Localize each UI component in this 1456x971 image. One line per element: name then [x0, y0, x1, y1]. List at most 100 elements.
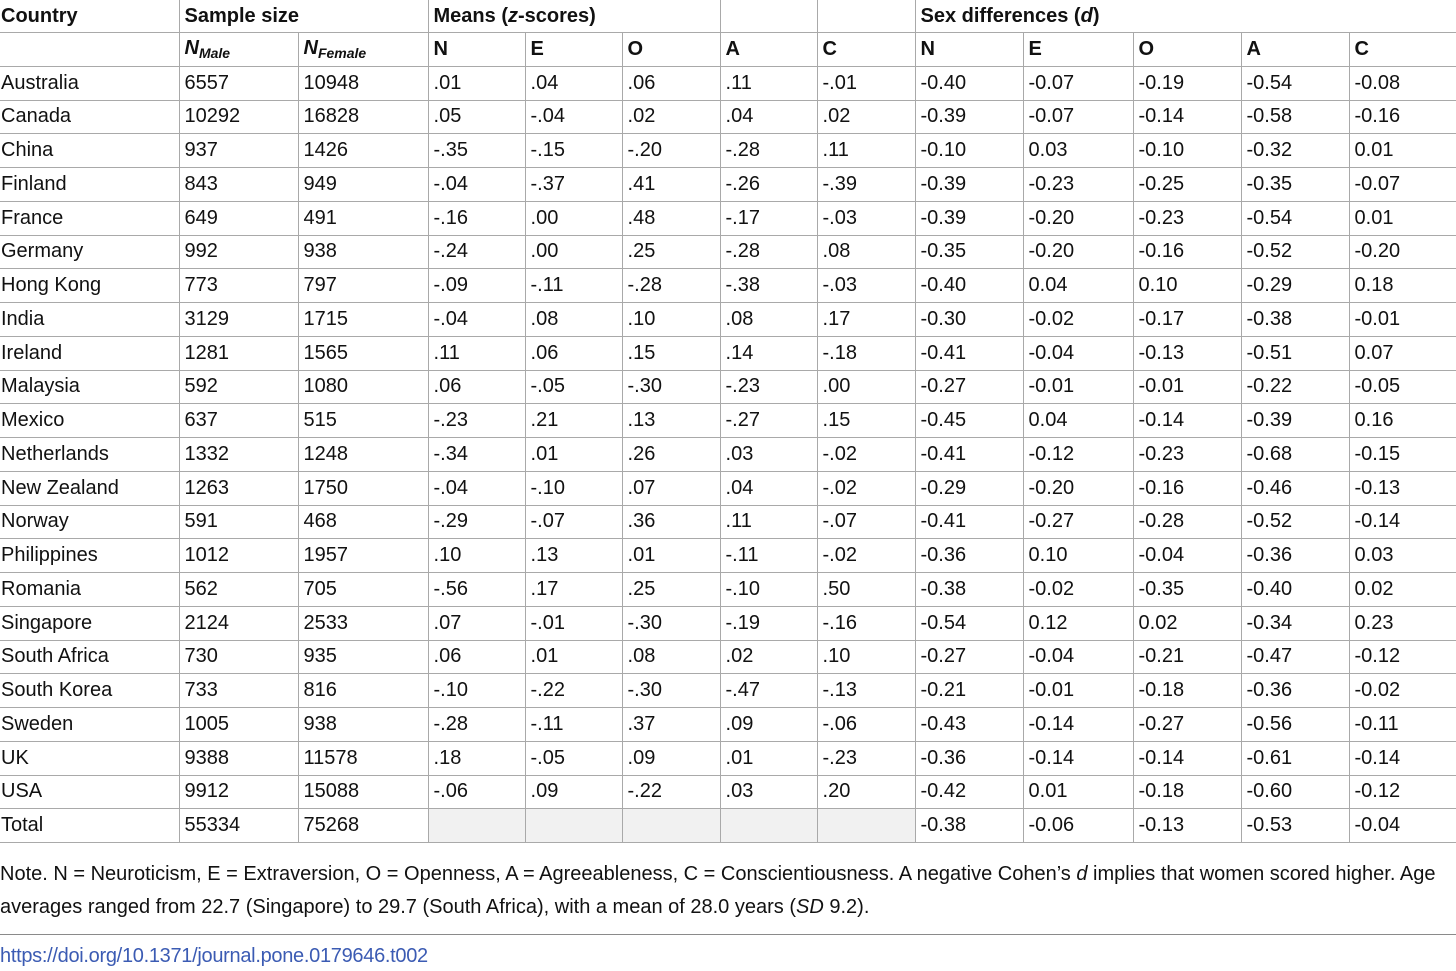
cell-n-male: 1332 [178, 437, 298, 472]
cell-mean: -.34 [427, 437, 526, 472]
cell-sex-diff: -0.20 [1022, 235, 1134, 270]
cell-mean: -.09 [427, 268, 526, 303]
cell-country: India [0, 302, 179, 337]
cell-sex-diff: -0.40 [1240, 572, 1350, 607]
cell-sex-diff: -0.47 [1240, 640, 1350, 675]
header-row-groups: Country Sample size Means (z-scores) Sex… [0, 0, 1456, 33]
cell-sex-diff: -0.46 [1240, 471, 1350, 506]
cell-mean: .07 [621, 471, 721, 506]
cell-n-male: 9912 [178, 775, 298, 810]
cell-n-male: 591 [178, 505, 298, 540]
cell-sex-diff: -0.29 [1240, 268, 1350, 303]
cell-sex-diff: 0.10 [1132, 268, 1242, 303]
cell-mean: -.16 [816, 606, 916, 641]
cell-mean: .09 [524, 775, 623, 810]
cell-mean: .06 [524, 336, 623, 371]
cell-mean: .01 [524, 437, 623, 472]
cell-sex-diff: -0.21 [1132, 640, 1242, 675]
cell-sex-diff: 0.12 [1022, 606, 1134, 641]
cell-country: Philippines [0, 538, 179, 573]
cell-n-female: 468 [297, 505, 429, 540]
header-mean-a: A [719, 32, 818, 67]
cell-sex-diff: -0.01 [1022, 370, 1134, 405]
header-mean-c: C [816, 32, 916, 67]
cell-sex-diff: -0.16 [1132, 471, 1242, 506]
cell-mean: -.28 [427, 707, 526, 742]
cell-mean: -.11 [719, 538, 818, 573]
cell-mean: -.02 [816, 538, 916, 573]
cell-mean: -.10 [524, 471, 623, 506]
cell-country: France [0, 201, 179, 236]
cell-sex-diff: -0.60 [1240, 775, 1350, 810]
cell-n-female: 949 [297, 167, 429, 202]
cell-n-female: 1248 [297, 437, 429, 472]
cell-mean: -.38 [719, 268, 818, 303]
header-n-female: NFemale [297, 32, 429, 67]
cell-mean: -.04 [427, 302, 526, 337]
table-row: USA 9912 15088 -.06.09 -.22.03.20 -0.42 0.01 -0… [0, 775, 1456, 810]
table-row: Germany 992 938 -.24.00.25 -.28.08 -0.35 -0.20… [0, 235, 1456, 270]
cell-country: China [0, 133, 179, 168]
header-means-prefix: Means ( [433, 4, 508, 27]
cell-mean: .07 [427, 606, 526, 641]
cell-sex-diff: -0.05 [1348, 370, 1456, 405]
cell-sex-diff: -0.38 [914, 572, 1024, 607]
cell-sex-diff: -0.14 [1022, 741, 1134, 776]
cell-sex-diff: -0.16 [1348, 100, 1456, 135]
table-row: South Korea 733 816 -.10 -.22 -.30 -.47 -.13 -0.… [0, 673, 1456, 708]
cell-mean: .13 [524, 538, 623, 573]
cell-sex-diff: -0.42 [914, 775, 1024, 810]
cell-country: Romania [0, 572, 179, 607]
cell-sex-diff: -0.02 [1022, 302, 1134, 337]
cell-n-male: 592 [178, 370, 298, 405]
cell-mean: -.18 [816, 336, 916, 371]
cell-mean: -.05 [524, 741, 623, 776]
cell-country: Finland [0, 167, 179, 202]
cell-sex-diff: -0.27 [1132, 707, 1242, 742]
cell-n-male: 773 [178, 268, 298, 303]
cell-sex-diff: -0.52 [1240, 505, 1350, 540]
header-mean-e: E [524, 32, 623, 67]
cell-sex-diff: -0.28 [1132, 505, 1242, 540]
header-row-sub: NMale NFemale N E O A C N E O A C [0, 32, 1456, 67]
cell-country: New Zealand [0, 471, 179, 506]
cell-mean: .10 [427, 538, 526, 573]
cell-mean: -.19 [719, 606, 818, 641]
cell-sex-diff: -0.53 [1240, 808, 1350, 843]
note-part3: 9.2). [823, 896, 870, 918]
cell-sex-diff: -0.41 [914, 336, 1024, 371]
cell-mean: -.10 [427, 673, 526, 708]
cell-mean: -.02 [816, 437, 916, 472]
header-empty-cell [0, 32, 179, 67]
header-means-italic: z [507, 4, 518, 27]
cell-sex-diff: -0.51 [1240, 336, 1350, 371]
cell-n-male: 733 [178, 673, 298, 708]
cell-n-male: 1012 [178, 538, 298, 573]
note-d-italic: d [1076, 863, 1088, 885]
table-row: India 3129 1715 -.04.08.10.08.17 -0.30 -0.02-… [0, 302, 1456, 337]
cell-sex-diff: -0.36 [914, 538, 1024, 573]
total-row: Total 55334 75268 -0.38 -0.06 -0.13 -0.53 -0.04 [0, 808, 1456, 843]
table-row: China 937 1426 -.35 -.15 -.20 -.28.11 -0.10 0.03… [0, 133, 1456, 168]
cell-sex-diff: 0.04 [1022, 403, 1134, 438]
doi-link[interactable]: https://doi.org/10.1371/journal.pone.017… [0, 945, 428, 967]
table-row: UK 9388 11578.18 -.05.09.01 -.23 -0.36 -0.14 -0… [0, 741, 1456, 776]
cell-n-female: 515 [297, 403, 429, 438]
table-row: Netherlands 1332 1248 -.34.01.26.03 -.02 -0.4… [0, 437, 1456, 472]
cell-mean: -.29 [427, 505, 526, 540]
cell-mean: .25 [621, 572, 721, 607]
cell-sex-diff: -0.19 [1132, 66, 1242, 101]
header-sex-diff-prefix: Sex differences ( [920, 4, 1081, 27]
cell-country: Germany [0, 235, 179, 270]
cell-mean: .18 [427, 741, 526, 776]
cell-sex-diff: -0.20 [1022, 471, 1134, 506]
cell-n-female: 1750 [297, 471, 429, 506]
cell-sex-diff: -0.04 [1022, 640, 1134, 675]
cell-mean: -.15 [524, 133, 623, 168]
cell-sex-diff: -0.14 [1132, 100, 1242, 135]
cell-sex-diff: -0.21 [914, 673, 1024, 708]
cell-n-male: 937 [178, 133, 298, 168]
cell-mean: -.30 [621, 673, 721, 708]
cell-mean: .08 [621, 640, 721, 675]
header-mean-n: N [427, 32, 526, 67]
